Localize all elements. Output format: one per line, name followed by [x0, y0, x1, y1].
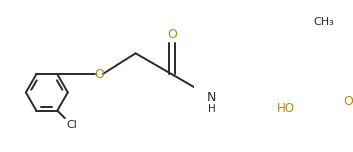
Text: CH₃: CH₃ — [313, 17, 334, 27]
Text: N: N — [207, 91, 216, 104]
Text: HO: HO — [276, 102, 294, 115]
Text: Cl: Cl — [66, 120, 77, 130]
Text: O: O — [167, 28, 177, 41]
Text: O: O — [94, 68, 104, 81]
Text: O: O — [343, 95, 353, 108]
Text: H: H — [208, 104, 216, 114]
